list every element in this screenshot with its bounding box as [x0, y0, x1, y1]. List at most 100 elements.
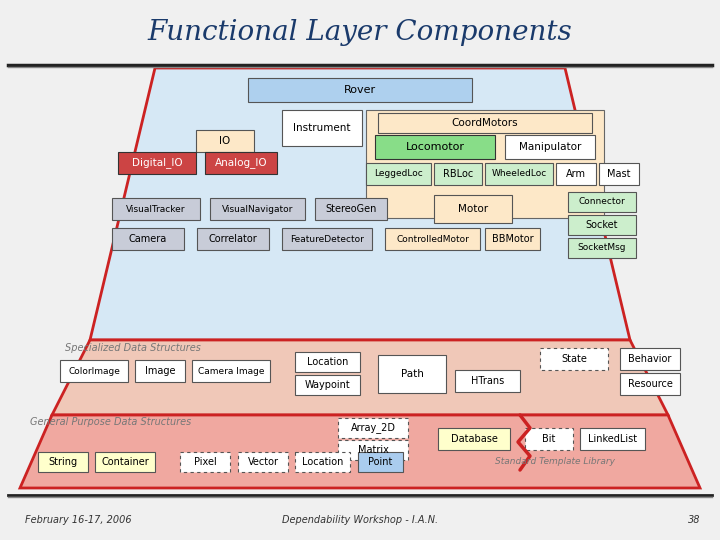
Text: ColorImage: ColorImage — [68, 367, 120, 375]
Bar — [366, 110, 604, 218]
Text: Instrument: Instrument — [293, 123, 351, 133]
Bar — [0, 0, 720, 68]
Text: Image: Image — [145, 366, 175, 376]
Text: Camera: Camera — [129, 234, 167, 244]
Bar — [438, 428, 510, 450]
Text: Behavior: Behavior — [629, 354, 672, 364]
Text: Socket: Socket — [586, 220, 618, 230]
Bar — [375, 135, 495, 159]
Bar — [385, 228, 480, 250]
Bar — [620, 373, 680, 395]
Text: Waypoint: Waypoint — [305, 380, 351, 390]
Text: FeatureDetector: FeatureDetector — [290, 234, 364, 244]
Text: CoordMotors: CoordMotors — [451, 118, 518, 128]
Text: Container: Container — [101, 457, 149, 467]
Bar — [180, 452, 230, 472]
Text: Camera Image: Camera Image — [198, 367, 264, 375]
Text: Analog_IO: Analog_IO — [215, 158, 267, 168]
Bar — [248, 78, 472, 102]
Bar — [112, 228, 184, 250]
Bar — [205, 152, 277, 174]
Bar — [540, 348, 608, 370]
Text: Rover: Rover — [344, 85, 376, 95]
Text: String: String — [48, 457, 78, 467]
Polygon shape — [52, 340, 668, 415]
Text: ControlledMotor: ControlledMotor — [396, 234, 469, 244]
Bar — [282, 228, 372, 250]
Bar — [282, 110, 362, 146]
Text: Pixel: Pixel — [194, 457, 217, 467]
Bar — [378, 113, 592, 133]
Bar — [620, 348, 680, 370]
Bar — [196, 130, 254, 152]
Text: Standard Template Library: Standard Template Library — [495, 457, 615, 467]
Text: Dependability Workshop - I.A.N.: Dependability Workshop - I.A.N. — [282, 515, 438, 525]
Bar — [338, 418, 408, 438]
Bar — [568, 192, 636, 212]
Bar — [525, 428, 573, 450]
Text: Location: Location — [302, 457, 343, 467]
Bar — [197, 228, 269, 250]
Text: WheeledLoc: WheeledLoc — [491, 170, 546, 179]
Text: Digital_IO: Digital_IO — [132, 158, 182, 168]
Bar — [505, 135, 595, 159]
Text: BBMotor: BBMotor — [492, 234, 534, 244]
Text: LinkedList: LinkedList — [588, 434, 637, 444]
Polygon shape — [90, 68, 630, 340]
Bar — [556, 163, 596, 185]
Text: General Purpose Data Structures: General Purpose Data Structures — [30, 417, 192, 427]
Bar — [358, 452, 403, 472]
Text: Manipulator: Manipulator — [519, 142, 581, 152]
Text: Arm: Arm — [566, 169, 586, 179]
Text: Database: Database — [451, 434, 498, 444]
Text: Location: Location — [307, 357, 348, 367]
Text: 38: 38 — [688, 515, 700, 525]
Bar — [366, 163, 431, 185]
Bar — [599, 163, 639, 185]
Text: VisualTracker: VisualTracker — [126, 205, 186, 213]
Bar — [338, 440, 408, 460]
Bar — [295, 352, 360, 372]
Text: Motor: Motor — [458, 204, 488, 214]
Text: StereoGen: StereoGen — [325, 204, 377, 214]
Text: HTrans: HTrans — [471, 376, 504, 386]
Bar — [434, 163, 482, 185]
Text: Functional Layer Components: Functional Layer Components — [148, 19, 572, 46]
Bar — [95, 452, 155, 472]
Text: Array_2D: Array_2D — [351, 422, 395, 434]
Text: Mast: Mast — [607, 169, 631, 179]
Text: State: State — [561, 354, 587, 364]
Text: SocketMsg: SocketMsg — [577, 244, 626, 253]
Bar — [60, 360, 128, 382]
Text: Point: Point — [369, 457, 392, 467]
Bar — [378, 355, 446, 393]
Polygon shape — [20, 415, 700, 488]
Bar — [135, 360, 185, 382]
Bar — [238, 452, 288, 472]
Bar — [315, 198, 387, 220]
Text: Bit: Bit — [542, 434, 556, 444]
Bar — [295, 375, 360, 395]
Text: RBLoc: RBLoc — [443, 169, 473, 179]
Text: Correlator: Correlator — [209, 234, 257, 244]
Text: Specialized Data Structures: Specialized Data Structures — [65, 343, 201, 353]
Text: VisualNavigator: VisualNavigator — [222, 205, 293, 213]
Bar — [485, 163, 553, 185]
Text: Locomotor: Locomotor — [405, 142, 464, 152]
Text: LeggedLoc: LeggedLoc — [374, 170, 423, 179]
Bar — [112, 198, 200, 220]
Bar — [434, 195, 512, 223]
Bar — [210, 198, 305, 220]
Bar — [192, 360, 270, 382]
Text: Vector: Vector — [248, 457, 279, 467]
Bar — [568, 215, 636, 235]
Bar — [455, 370, 520, 392]
Text: February 16-17, 2006: February 16-17, 2006 — [25, 515, 132, 525]
Text: Resource: Resource — [628, 379, 672, 389]
Bar — [485, 228, 540, 250]
Bar — [38, 452, 88, 472]
Text: IO: IO — [220, 136, 230, 146]
Bar — [295, 452, 350, 472]
Bar — [118, 152, 196, 174]
Text: Matrix: Matrix — [358, 445, 388, 455]
